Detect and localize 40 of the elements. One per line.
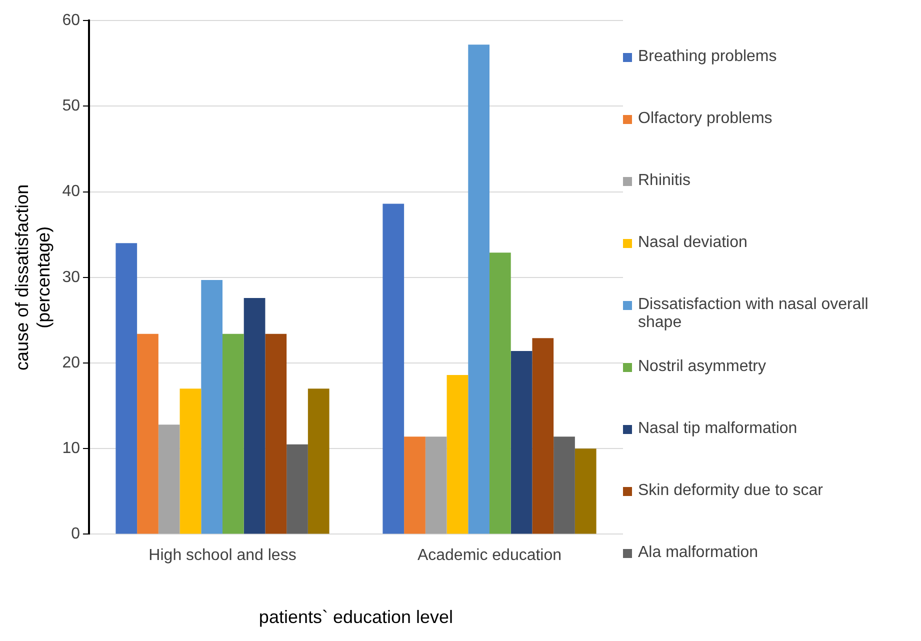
legend-label: Nasal deviation [638, 234, 748, 252]
legend-label: Breathing problems [638, 48, 777, 66]
y-axis-title: cause of dissatisfaction (percentage) [12, 184, 54, 370]
bar [265, 334, 287, 534]
bar [574, 448, 596, 534]
bar [532, 338, 554, 534]
y-tick-label: 20 [62, 354, 80, 372]
y-tick-label: 50 [62, 98, 80, 115]
legend-label: Nostril asymmetry [638, 358, 766, 376]
bar [286, 444, 308, 534]
bar [510, 351, 532, 534]
x-axis-title: patients` education level [258, 607, 454, 628]
bar [137, 334, 158, 534]
y-tick-label: 40 [62, 183, 80, 200]
x-tick-label: High school and less [148, 547, 296, 564]
bar [446, 374, 468, 534]
bar [554, 436, 575, 534]
bar [490, 252, 511, 534]
legend-label: Skin deformity due to scar [638, 482, 823, 500]
legend-label: Ala malformation [638, 544, 758, 562]
y-tick-label: 0 [71, 526, 80, 543]
bar [116, 243, 138, 534]
bar [222, 334, 244, 534]
y-tick-label: 60 [62, 12, 80, 30]
legend-label: Dissatisfaction with nasal overall shape [638, 296, 870, 332]
legend-label: Nasal tip malformation [638, 420, 798, 438]
legend-label: Rhinitis [638, 172, 690, 190]
legend-label: Olfactory problems [638, 110, 772, 128]
bar [244, 298, 266, 534]
bar [158, 424, 180, 534]
bar [382, 204, 404, 534]
y-tick-label: 10 [62, 440, 80, 458]
bar [468, 44, 490, 534]
y-tick-label: 30 [62, 268, 80, 286]
bar [201, 280, 222, 534]
x-tick-label: Academic education [417, 547, 562, 564]
bar [308, 388, 330, 534]
bar [404, 436, 426, 534]
bar [180, 388, 202, 534]
bar [425, 436, 447, 534]
